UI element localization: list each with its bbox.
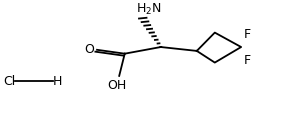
- Text: Cl: Cl: [3, 75, 15, 88]
- Text: O: O: [84, 43, 94, 56]
- Text: F: F: [244, 28, 251, 41]
- Text: OH: OH: [107, 79, 126, 92]
- Text: F: F: [244, 54, 251, 67]
- Text: H: H: [53, 75, 62, 88]
- Text: H$_2$N: H$_2$N: [136, 2, 161, 17]
